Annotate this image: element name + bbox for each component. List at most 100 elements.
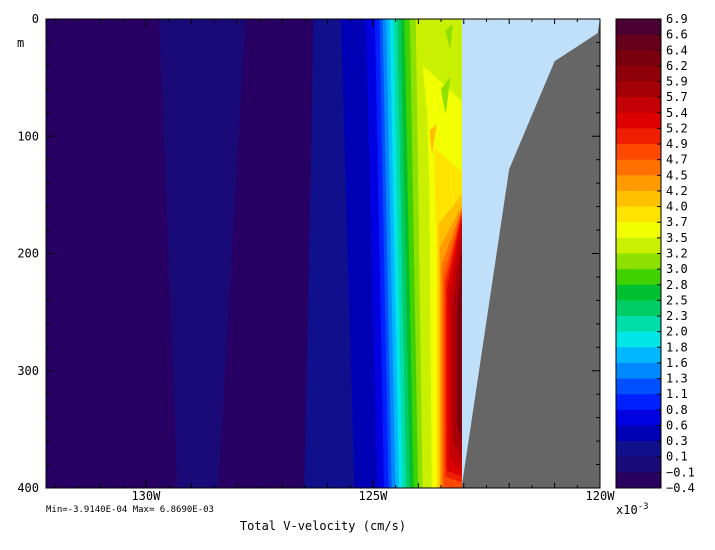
colorbar-swatch-14 bbox=[616, 237, 661, 254]
colorbar-swatch-26 bbox=[616, 425, 661, 442]
contour-band-8 bbox=[382, 19, 397, 488]
land-mask bbox=[461, 19, 600, 488]
colorbar-swatch-12 bbox=[616, 206, 661, 223]
colorbar-multiplier-base: x10 bbox=[616, 503, 638, 517]
x-tick-label-0: 130W bbox=[131, 489, 161, 503]
contour-band-3 bbox=[304, 19, 356, 488]
colorbar-multiplier: x10-3 bbox=[616, 502, 649, 517]
x-tick-label-2: 120W bbox=[586, 489, 616, 503]
colorbar-swatch-23 bbox=[616, 378, 661, 395]
colorbar-label-24: 1.1 bbox=[666, 387, 688, 401]
contour-blob-12 bbox=[445, 24, 453, 49]
colorbar-label-7: 5.2 bbox=[666, 121, 688, 135]
y-tick-label-400: 400 bbox=[17, 481, 39, 495]
y-tick-label-100: 100 bbox=[17, 129, 39, 143]
colorbar-swatch-10 bbox=[616, 175, 661, 192]
colorbar-label-27: 0.3 bbox=[666, 434, 688, 448]
colorbar-swatch-13 bbox=[616, 222, 661, 239]
colorbar-label-15: 3.2 bbox=[666, 247, 688, 261]
colorbar-label-18: 2.5 bbox=[666, 293, 688, 307]
contour-blob-11 bbox=[440, 77, 451, 114]
colorbar: 6.96.66.46.25.95.75.45.24.94.74.54.24.03… bbox=[615, 12, 695, 495]
colorbar-swatch-29 bbox=[616, 472, 661, 489]
colorbar-label-4: 5.9 bbox=[666, 75, 688, 89]
contour-band-9 bbox=[386, 19, 400, 488]
colorbar-label-11: 4.2 bbox=[666, 184, 688, 198]
colorbar-swatch-1 bbox=[616, 34, 661, 51]
colorbar-label-8: 4.9 bbox=[666, 137, 688, 151]
colorbar-label-10: 4.5 bbox=[666, 168, 688, 182]
contour-band-14 bbox=[404, 19, 419, 488]
contour-band-12 bbox=[397, 19, 411, 488]
x-tick-label-1: 125W bbox=[358, 489, 388, 503]
colorbar-swatch-22 bbox=[616, 362, 661, 379]
y-axis: 0 100 200 300 400 bbox=[17, 12, 600, 495]
contour-band-13 bbox=[400, 19, 415, 488]
colorbar-label-2: 6.4 bbox=[666, 43, 688, 57]
colorbar-multiplier-exponent: -3 bbox=[638, 502, 649, 512]
colorbar-swatch-15 bbox=[616, 253, 661, 270]
contour-band-6 bbox=[374, 19, 390, 488]
colorbar-label-12: 4.0 bbox=[666, 200, 688, 214]
colorbar-label-19: 2.3 bbox=[666, 309, 688, 323]
colorbar-swatch-21 bbox=[616, 347, 661, 364]
colorbar-swatch-2 bbox=[616, 50, 661, 67]
colorbar-label-0: 6.9 bbox=[666, 12, 688, 26]
contour-band-15 bbox=[409, 19, 424, 488]
plot-area bbox=[46, 19, 600, 488]
colorbar-label-5: 5.7 bbox=[666, 90, 688, 104]
plot-content bbox=[46, 19, 600, 488]
contour-band-11 bbox=[393, 19, 407, 488]
colorbar-label-23: 1.3 bbox=[666, 372, 688, 386]
colorbar-label-29: −0.1 bbox=[666, 465, 695, 479]
colorbar-label-13: 3.7 bbox=[666, 215, 688, 229]
colorbar-swatch-3 bbox=[616, 65, 661, 82]
contour-blob-13 bbox=[429, 124, 437, 155]
colorbar-swatch-4 bbox=[616, 81, 661, 98]
colorbar-label-25: 0.8 bbox=[666, 403, 688, 417]
contour-band-0 bbox=[46, 19, 179, 488]
contour-band-1 bbox=[159, 19, 247, 488]
colorbar-label-9: 4.7 bbox=[666, 153, 688, 167]
colorbar-swatch-6 bbox=[616, 112, 661, 129]
colorbar-label-17: 2.8 bbox=[666, 278, 688, 292]
colorbar-label-3: 6.2 bbox=[666, 59, 688, 73]
contour-band-5 bbox=[365, 19, 385, 488]
colorbar-swatch-17 bbox=[616, 284, 661, 301]
colorbar-label-22: 1.6 bbox=[666, 356, 688, 370]
colorbar-swatch-8 bbox=[616, 144, 661, 160]
y-tick-label-200: 200 bbox=[17, 247, 39, 261]
colorbar-label-14: 3.5 bbox=[666, 231, 688, 245]
contour-band-7 bbox=[379, 19, 393, 488]
colorbar-swatch-0 bbox=[616, 19, 661, 35]
colorbar-swatch-24 bbox=[616, 394, 661, 411]
contour-band-2 bbox=[218, 19, 315, 488]
colorbar-swatch-9 bbox=[616, 159, 661, 176]
colorbar-label-28: 0.1 bbox=[666, 450, 688, 464]
colorbar-swatch-7 bbox=[616, 128, 661, 145]
x-axis-label: Total V-velocity (cm/s) bbox=[240, 519, 406, 533]
colorbar-swatch-25 bbox=[616, 409, 661, 426]
contour-blob-10 bbox=[457, 253, 462, 442]
colorbar-label-30: −0.4 bbox=[666, 481, 695, 495]
colorbar-swatch-28 bbox=[616, 456, 661, 473]
colorbar-swatch-27 bbox=[616, 441, 661, 458]
min-max-annotation: Min=-3.9140E-04 Max= 6.8690E-03 bbox=[46, 505, 214, 515]
colorbar-label-6: 5.4 bbox=[666, 106, 688, 120]
colorbar-swatch-20 bbox=[616, 331, 661, 348]
contour-band-10 bbox=[389, 19, 404, 488]
y-axis-label: m bbox=[17, 36, 24, 50]
contour-band-4 bbox=[340, 19, 378, 488]
colorbar-label-26: 0.6 bbox=[666, 418, 688, 432]
colorbar-swatch-18 bbox=[616, 300, 661, 317]
colorbar-swatch-5 bbox=[616, 97, 661, 114]
colorbar-label-1: 6.6 bbox=[666, 28, 688, 42]
colorbar-swatch-16 bbox=[616, 269, 661, 286]
colorbar-swatch-19 bbox=[616, 316, 661, 332]
colorbar-label-16: 3.0 bbox=[666, 262, 688, 276]
x-axis: 130W 125W 120W bbox=[54, 19, 616, 503]
y-tick-label-300: 300 bbox=[17, 364, 39, 378]
colorbar-label-20: 2.0 bbox=[666, 325, 688, 339]
y-tick-label-0: 0 bbox=[32, 12, 39, 26]
